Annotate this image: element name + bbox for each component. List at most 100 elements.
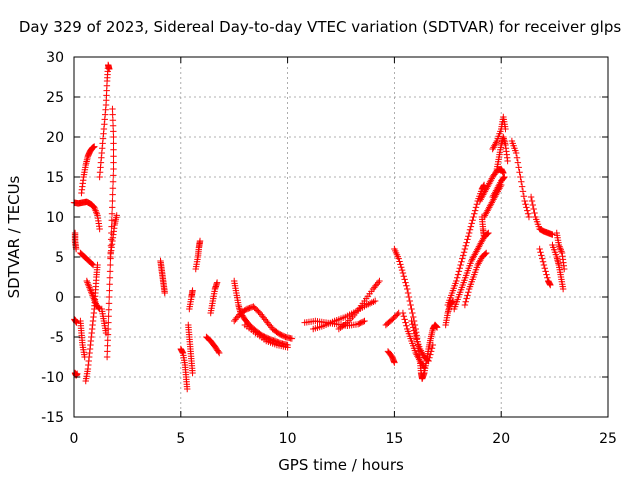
y-tick-label: 15	[46, 170, 64, 186]
data-point	[398, 266, 406, 274]
data-point	[215, 348, 222, 355]
data-point	[471, 207, 479, 214]
x-tick-label: 10	[279, 431, 297, 447]
data-point	[517, 173, 524, 181]
y-tick-label: -15	[41, 410, 64, 426]
data-point	[500, 174, 507, 181]
data-point	[531, 209, 538, 217]
data-point	[410, 327, 418, 334]
data-point	[459, 255, 466, 262]
data-point	[93, 210, 101, 217]
data-point	[90, 295, 98, 302]
data-point	[518, 183, 526, 190]
data-point	[462, 298, 469, 305]
data-point	[84, 279, 91, 286]
data-point	[527, 193, 535, 201]
data-point	[402, 319, 409, 326]
data-point	[559, 285, 567, 293]
data-point	[110, 165, 117, 173]
data-point	[457, 261, 464, 269]
data-point	[374, 279, 382, 286]
data-point	[90, 293, 97, 301]
data-point	[110, 146, 117, 153]
data-point	[409, 309, 416, 317]
x-tick-label: 20	[492, 431, 510, 447]
data-point	[103, 353, 111, 361]
x-axis-label: GPS time / hours	[278, 456, 404, 474]
data-point	[106, 65, 113, 73]
data-point	[518, 178, 525, 185]
data-point	[528, 197, 536, 205]
data-point	[109, 178, 117, 185]
x-tick-label: 0	[70, 431, 79, 447]
data-point	[109, 122, 117, 129]
data-point	[540, 261, 548, 269]
data-point	[395, 255, 402, 262]
data-point	[107, 261, 114, 269]
data-point	[113, 212, 120, 219]
data-point	[555, 241, 563, 249]
data-point	[401, 316, 408, 323]
data-point	[504, 157, 511, 165]
data-point	[106, 268, 114, 275]
data-point	[543, 271, 550, 278]
data-point	[464, 292, 471, 299]
data-point	[104, 342, 111, 349]
data-point	[106, 287, 113, 294]
grid	[74, 57, 608, 417]
data-point	[522, 201, 529, 208]
data-point	[455, 268, 463, 275]
data-point	[91, 143, 98, 150]
data-point	[459, 252, 467, 259]
x-tick-label: 25	[599, 431, 617, 447]
data-point	[110, 128, 117, 135]
data-point	[88, 289, 95, 296]
data-point	[89, 292, 96, 299]
data-point	[86, 285, 94, 293]
data-point	[411, 330, 419, 337]
data-point	[110, 172, 117, 179]
data-point	[470, 213, 477, 221]
data-point	[464, 236, 471, 243]
data-point	[108, 217, 116, 224]
y-axis-label: SDTVAR / TECUs	[5, 175, 23, 299]
data-point	[519, 188, 527, 195]
data-point	[561, 265, 568, 273]
data-point	[482, 250, 489, 257]
data-point	[91, 204, 98, 211]
data-point	[433, 324, 441, 331]
data-point	[456, 265, 463, 272]
data-point	[557, 246, 564, 253]
data-point	[88, 290, 96, 297]
data-point	[524, 207, 531, 214]
data-point	[460, 249, 468, 256]
data-point	[102, 329, 110, 337]
data-point	[408, 317, 415, 325]
y-tick-label: -10	[41, 370, 64, 386]
data-point	[502, 125, 509, 133]
y-tick-label: -5	[50, 330, 64, 346]
data-point	[542, 268, 549, 275]
data-point	[536, 245, 543, 253]
data-point	[84, 281, 92, 288]
data-point	[520, 193, 528, 200]
data-point	[89, 261, 96, 268]
data-point	[404, 285, 411, 293]
data-point	[105, 306, 113, 313]
data-point	[400, 273, 407, 280]
data-point	[501, 173, 508, 181]
data-point	[391, 359, 398, 366]
data-point	[524, 210, 532, 217]
data-point	[409, 313, 417, 321]
data-point	[110, 153, 117, 160]
data-point	[91, 297, 98, 304]
data-point	[394, 311, 401, 318]
data-point	[492, 139, 500, 146]
data-point	[189, 369, 196, 377]
data-point	[360, 318, 367, 325]
data-point	[85, 282, 92, 289]
data-point	[396, 258, 403, 265]
data-point	[472, 204, 480, 211]
data-point	[453, 274, 461, 281]
